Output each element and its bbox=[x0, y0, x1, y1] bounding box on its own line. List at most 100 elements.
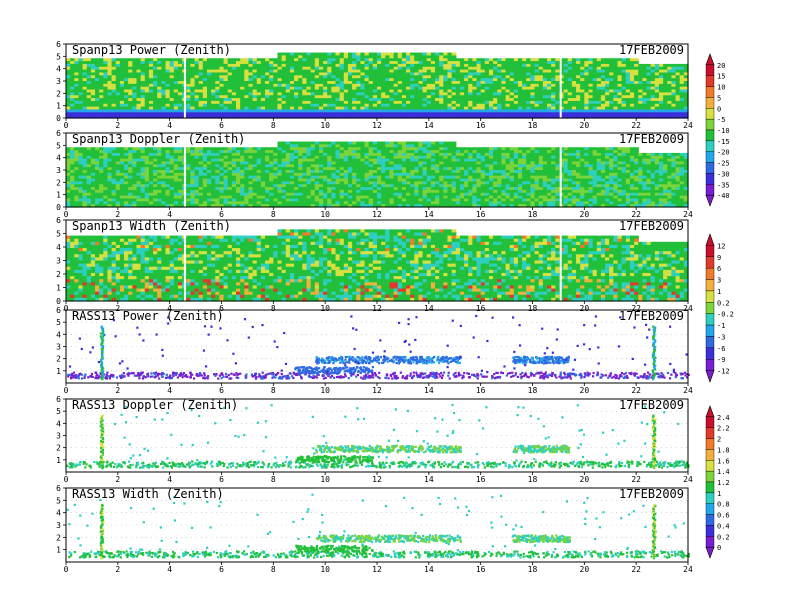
heatmap-cell bbox=[422, 115, 428, 119]
heatmap-cell bbox=[86, 170, 92, 174]
heatmap-cell bbox=[596, 100, 602, 105]
heatmap-cell bbox=[148, 69, 154, 74]
heatmap-cell bbox=[372, 83, 378, 88]
heatmap-cell bbox=[95, 75, 100, 79]
heatmap-cell bbox=[393, 78, 399, 82]
heatmap-cell bbox=[435, 83, 440, 88]
heatmap-cell bbox=[584, 106, 590, 111]
heatmap-cell bbox=[314, 66, 320, 71]
heatmap-cell bbox=[646, 81, 652, 85]
heatmap-cell bbox=[625, 92, 631, 96]
heatmap-cell bbox=[547, 66, 552, 71]
heatmap-cell bbox=[99, 192, 104, 197]
heatmap-cell bbox=[401, 52, 407, 56]
heatmap-cell bbox=[472, 89, 478, 93]
heatmap-cell bbox=[285, 52, 291, 56]
heatmap-cell bbox=[526, 78, 532, 82]
heatmap-cell bbox=[629, 112, 635, 116]
heatmap-cell bbox=[559, 109, 565, 113]
heatmap-cell bbox=[356, 115, 362, 119]
heatmap-cell bbox=[526, 115, 532, 119]
heatmap-cell bbox=[472, 63, 478, 68]
heatmap-cell bbox=[95, 201, 100, 205]
heatmap-cell bbox=[115, 106, 121, 111]
heatmap-cell bbox=[675, 81, 681, 85]
heatmap-cell bbox=[509, 98, 515, 102]
heatmap-cell bbox=[95, 103, 100, 108]
heatmap-cell bbox=[248, 72, 254, 76]
heatmap-cell bbox=[231, 103, 237, 108]
heatmap-cell bbox=[115, 161, 121, 165]
heatmap-cell bbox=[368, 106, 374, 111]
heatmap-cell bbox=[169, 86, 175, 91]
heatmap-cell bbox=[613, 106, 619, 111]
heatmap-cell bbox=[634, 98, 639, 102]
heatmap-cell bbox=[443, 66, 449, 71]
heatmap-cell bbox=[215, 69, 221, 74]
heatmap-cell bbox=[658, 98, 664, 102]
heatmap-cell bbox=[194, 112, 200, 116]
heatmap-cell bbox=[513, 100, 519, 105]
heatmap-cell bbox=[534, 83, 540, 88]
heatmap-cell bbox=[596, 115, 602, 119]
heatmap-cell bbox=[513, 69, 519, 74]
heatmap-cell bbox=[82, 152, 88, 157]
heatmap-cell bbox=[74, 150, 80, 154]
heatmap-cell bbox=[202, 86, 208, 91]
heatmap-cell bbox=[99, 198, 104, 202]
heatmap-cell bbox=[596, 106, 602, 111]
heatmap-cell bbox=[186, 61, 191, 65]
heatmap-cell bbox=[476, 109, 482, 113]
heatmap-cell bbox=[468, 106, 473, 111]
heatmap-cell bbox=[522, 83, 527, 88]
heatmap-cell bbox=[451, 115, 457, 119]
heatmap-cell bbox=[99, 152, 104, 157]
heatmap-cell bbox=[74, 100, 80, 105]
heatmap-cell bbox=[347, 86, 353, 91]
heatmap-cell bbox=[563, 109, 569, 113]
heatmap-cell bbox=[406, 115, 411, 119]
heatmap-cell bbox=[377, 61, 382, 65]
heatmap-cell bbox=[430, 58, 436, 62]
heatmap-cell bbox=[244, 83, 250, 88]
heatmap-cell bbox=[119, 184, 125, 188]
heatmap-cell bbox=[472, 98, 478, 102]
heatmap-cell bbox=[368, 58, 374, 62]
heatmap-cell bbox=[223, 100, 229, 105]
heatmap-cell bbox=[605, 83, 610, 88]
heatmap-cell bbox=[617, 63, 623, 68]
heatmap-cell bbox=[318, 86, 324, 91]
heatmap-cell bbox=[144, 72, 150, 76]
heatmap-cell bbox=[119, 72, 125, 76]
heatmap-cell bbox=[505, 63, 511, 68]
heatmap-cell bbox=[136, 69, 142, 74]
heatmap-cell bbox=[613, 69, 619, 74]
heatmap-cell bbox=[580, 69, 585, 74]
heatmap-cell bbox=[646, 95, 652, 99]
heatmap-cell bbox=[314, 89, 320, 93]
heatmap-cell bbox=[277, 72, 283, 76]
heatmap-cell bbox=[480, 92, 486, 96]
heatmap-cell bbox=[99, 78, 104, 82]
heatmap-cell bbox=[609, 95, 614, 99]
heatmap-cell bbox=[526, 106, 532, 111]
heatmap-cell bbox=[310, 58, 316, 62]
heatmap-cell bbox=[70, 204, 75, 208]
heatmap-cell bbox=[443, 115, 449, 119]
heatmap-cell bbox=[547, 83, 552, 88]
heatmap-cell bbox=[115, 78, 121, 82]
heatmap-cell bbox=[95, 170, 100, 174]
heatmap-cell bbox=[418, 95, 424, 99]
heatmap-cell bbox=[227, 86, 233, 91]
heatmap-cell bbox=[331, 100, 337, 105]
heatmap-cell bbox=[488, 61, 494, 65]
heatmap-cell bbox=[281, 89, 287, 93]
heatmap-cell bbox=[476, 98, 482, 102]
heatmap-cell bbox=[173, 78, 179, 82]
heatmap-cell bbox=[302, 98, 308, 102]
heatmap-cell bbox=[451, 66, 457, 71]
heatmap-cell bbox=[323, 86, 328, 91]
heatmap-cell bbox=[294, 58, 299, 62]
heatmap-cell bbox=[103, 115, 109, 119]
